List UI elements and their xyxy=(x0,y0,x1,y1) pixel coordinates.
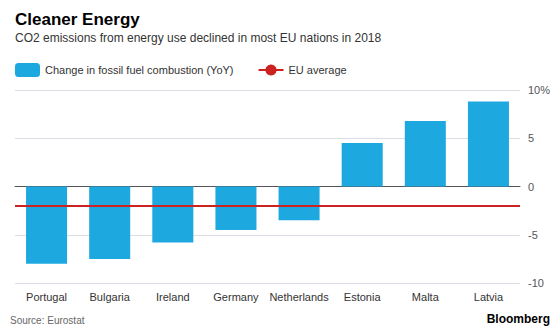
svg-text:Source: Eurostat: Source: Eurostat xyxy=(10,315,85,326)
svg-text:0: 0 xyxy=(528,181,534,193)
svg-text:Bloomberg: Bloomberg xyxy=(487,312,550,326)
svg-text:Germany: Germany xyxy=(213,291,259,303)
svg-text:10%: 10% xyxy=(528,84,550,96)
svg-text:Malta: Malta xyxy=(412,291,440,303)
svg-text:-5: -5 xyxy=(528,229,538,241)
svg-text:CO2 emissions from energy use: CO2 emissions from energy use declined i… xyxy=(15,31,382,45)
svg-text:Ireland: Ireland xyxy=(156,291,190,303)
svg-text:Estonia: Estonia xyxy=(344,291,382,303)
svg-text:Bulgaria: Bulgaria xyxy=(90,291,131,303)
svg-text:-10: -10 xyxy=(528,277,544,289)
svg-text:5: 5 xyxy=(528,132,534,144)
svg-text:EU average: EU average xyxy=(289,64,347,76)
svg-text:Portugal: Portugal xyxy=(26,291,67,303)
svg-text:Cleaner Energy: Cleaner Energy xyxy=(15,10,140,29)
svg-text:Netherlands: Netherlands xyxy=(269,291,329,303)
svg-text:Change in fossil fuel combusti: Change in fossil fuel combustion (YoY) xyxy=(45,64,234,76)
svg-text:Latvia: Latvia xyxy=(474,291,504,303)
